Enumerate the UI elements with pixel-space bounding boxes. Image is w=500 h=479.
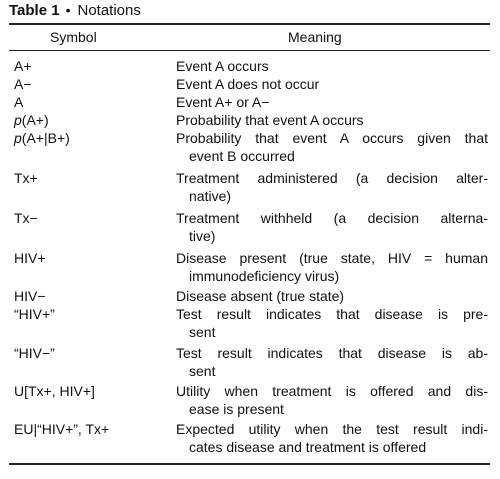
meaning-line: immunodeficiency virus) bbox=[189, 268, 340, 284]
meaning-line: Treatment withheld (a decision alterna- bbox=[176, 210, 488, 226]
meaning-line: sent bbox=[189, 324, 216, 340]
bullet-icon: • bbox=[65, 2, 71, 18]
table-row: HIV+ Disease present (true state, HIV = h… bbox=[9, 249, 490, 285]
meaning-cell: Disease absent (true state) bbox=[176, 287, 488, 305]
meaning-cell: Event A+ or A− bbox=[176, 93, 488, 111]
meaning-cell: Treatment administered (a decision alter… bbox=[176, 169, 488, 205]
symbol-cell: HIV+ bbox=[14, 250, 46, 266]
header-rule bbox=[9, 50, 490, 51]
meaning-line: Probability that event A occurs given th… bbox=[176, 130, 488, 146]
symbol-cell: A− bbox=[14, 76, 32, 92]
meaning-line: tive) bbox=[189, 228, 216, 244]
table-caption: Notations bbox=[77, 2, 141, 19]
meaning-cell: Disease present (true state, HIV = human… bbox=[176, 249, 488, 285]
meaning-line: Utility when treatment is offered and di… bbox=[176, 383, 488, 399]
table-row: A Event A+ or A− bbox=[9, 93, 490, 111]
meaning-line: Event A+ or A− bbox=[176, 94, 270, 110]
meaning-cell: Probability that event A occurs given th… bbox=[176, 129, 488, 165]
table-row: p(A+) Probability that event A occurs bbox=[9, 111, 490, 129]
symbol-cell: EU|“HIV+”, Tx+ bbox=[14, 421, 110, 437]
table-row: A+ Event A occurs bbox=[9, 57, 490, 75]
table-row: EU|“HIV+”, Tx+ Expected utility when the … bbox=[9, 420, 490, 456]
symbol-cell: U[Tx+, HIV+] bbox=[14, 383, 95, 399]
table-row: HIV− Disease absent (true state) bbox=[9, 287, 490, 305]
meaning-line: Probability that event A occurs bbox=[176, 112, 364, 128]
table-row: Tx− Treatment withheld (a decision altern… bbox=[9, 209, 490, 245]
table-row: Tx+ Treatment administered (a decision al… bbox=[9, 169, 490, 205]
meaning-line: Test result indicates that disease is ab… bbox=[176, 345, 488, 361]
table-row: p(A+|B+) Probability that event A occurs … bbox=[9, 129, 490, 165]
meaning-line: Event A occurs bbox=[176, 58, 269, 74]
table-row: A− Event A does not occur bbox=[9, 75, 490, 93]
bottom-rule bbox=[9, 463, 490, 465]
meaning-line: cates disease and treatment is offered bbox=[189, 439, 427, 455]
symbol-cell: Tx+ bbox=[14, 170, 38, 186]
meaning-line: ease is present bbox=[189, 401, 284, 417]
table-row: “HIV+” Test result indicates that disease… bbox=[9, 305, 490, 341]
header-meaning: Meaning bbox=[288, 29, 342, 45]
top-rule bbox=[9, 23, 490, 25]
meaning-cell: Test result indicates that disease is pr… bbox=[176, 305, 488, 341]
meaning-cell: Utility when treatment is offered and di… bbox=[176, 382, 488, 418]
meaning-cell: Test result indicates that disease is ab… bbox=[176, 344, 488, 380]
meaning-cell: Event A does not occur bbox=[176, 75, 488, 93]
meaning-line: sent bbox=[189, 363, 216, 379]
symbol-cell: Tx− bbox=[14, 210, 38, 226]
symbol-cell: A+ bbox=[14, 58, 32, 74]
symbol-cell: “HIV−” bbox=[14, 345, 55, 361]
meaning-line: event B occurred bbox=[189, 148, 295, 164]
symbol-cell: HIV− bbox=[14, 288, 46, 304]
meaning-line: Disease present (true state, HIV = human bbox=[176, 250, 488, 266]
table-number: Table 1 bbox=[9, 2, 60, 19]
meaning-cell: Treatment withheld (a decision alterna-t… bbox=[176, 209, 488, 245]
table-title: Table 1 • Notations bbox=[9, 1, 141, 20]
meaning-line: Event A does not occur bbox=[176, 76, 320, 92]
meaning-line: Test result indicates that disease is pr… bbox=[176, 306, 488, 322]
symbol-cell: p(A+|B+) bbox=[14, 130, 70, 146]
table-row: U[Tx+, HIV+] Utility when treatment is of… bbox=[9, 382, 490, 418]
meaning-cell: Event A occurs bbox=[176, 57, 488, 75]
meaning-line: Treatment administered (a decision alter… bbox=[176, 170, 488, 186]
meaning-line: Expected utility when the test result in… bbox=[176, 421, 488, 437]
table-body: A+ Event A occurs A− Event A does not occur… bbox=[9, 57, 490, 456]
meaning-cell: Probability that event A occurs bbox=[176, 111, 488, 129]
meaning-line: native) bbox=[189, 188, 232, 204]
header-symbol: Symbol bbox=[50, 29, 97, 45]
symbol-cell: “HIV+” bbox=[14, 306, 55, 322]
meaning-line: Disease absent (true state) bbox=[176, 288, 345, 304]
meaning-cell: Expected utility when the test result in… bbox=[176, 420, 488, 456]
symbol-cell: A bbox=[14, 94, 24, 110]
symbol-cell: p(A+) bbox=[14, 112, 49, 128]
table-row: “HIV−” Test result indicates that disease… bbox=[9, 344, 490, 380]
